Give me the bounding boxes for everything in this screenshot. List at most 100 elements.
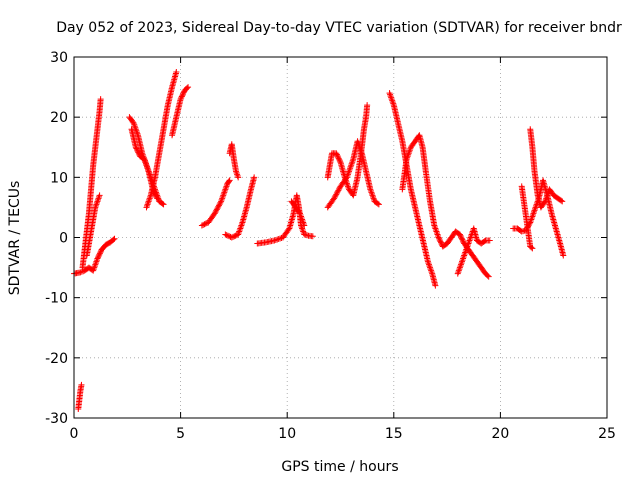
data-point (485, 273, 492, 280)
data-point (459, 258, 466, 265)
data-point (428, 269, 435, 276)
data-point (432, 282, 439, 289)
data-point (331, 194, 338, 201)
data-point (180, 89, 187, 96)
data-point (342, 175, 349, 182)
data-point (153, 194, 160, 201)
data-point (431, 222, 438, 229)
data-point (183, 85, 190, 92)
data-points (71, 69, 567, 412)
data-point (530, 208, 537, 215)
data-point (144, 163, 151, 170)
data-point (234, 171, 241, 178)
data-point (456, 231, 463, 238)
data-point (484, 272, 491, 279)
data-point (93, 201, 100, 208)
data-point (426, 263, 433, 270)
data-point (144, 165, 151, 172)
data-point (90, 266, 97, 273)
data-point (334, 188, 341, 195)
data-point (530, 210, 537, 217)
data-point (129, 118, 136, 125)
data-point (406, 148, 413, 155)
data-point (348, 162, 355, 169)
data-point (134, 146, 141, 153)
data-point (96, 192, 103, 199)
x-tick-label: 15 (385, 426, 403, 442)
data-point (179, 92, 186, 99)
data-point (436, 237, 443, 244)
data-point (331, 195, 338, 202)
data-point (458, 234, 465, 241)
data-point (370, 193, 377, 200)
data-point (160, 201, 167, 208)
data-point (201, 221, 208, 228)
data-point (211, 210, 218, 217)
data-point (336, 158, 343, 165)
data-point (96, 193, 103, 200)
data-point (226, 177, 233, 184)
data-point (219, 193, 226, 200)
data-point (436, 235, 443, 242)
data-point (432, 225, 439, 232)
data-point (222, 184, 229, 191)
y-tick-label: -10 (45, 291, 68, 307)
data-point (95, 195, 102, 202)
data-point (237, 225, 244, 232)
data-point (334, 152, 341, 159)
data-point (369, 192, 376, 199)
data-point (236, 226, 243, 233)
data-point (234, 172, 241, 179)
data-point (135, 150, 142, 157)
data-point (251, 174, 258, 181)
data-point (335, 187, 342, 194)
data-point (368, 190, 375, 197)
data-point (226, 233, 233, 240)
data-point (459, 236, 466, 243)
data-point (216, 201, 223, 208)
data-point (217, 199, 224, 206)
data-point (389, 97, 396, 104)
data-point (460, 254, 467, 261)
tick-layer: 0 5 10 15 20 25 -30 -20 -10 0 10 20 30 (45, 50, 616, 442)
data-point (458, 235, 465, 242)
data-point (92, 202, 99, 209)
data-point (454, 270, 461, 277)
data-point (332, 192, 339, 199)
data-point (433, 228, 440, 235)
data-point (213, 207, 220, 214)
data-point (374, 200, 381, 207)
data-point (96, 250, 103, 257)
data-point (405, 150, 412, 157)
data-point (97, 249, 104, 256)
data-point (333, 191, 340, 198)
data-point (77, 269, 84, 276)
data-point (92, 204, 99, 211)
data-point (375, 201, 382, 208)
data-point (94, 255, 101, 262)
data-point (144, 201, 151, 208)
data-point (367, 187, 374, 194)
data-point (272, 237, 279, 244)
data-point (143, 204, 150, 211)
data-point (335, 154, 342, 161)
data-point (96, 251, 103, 258)
data-point (460, 255, 467, 262)
data-point (143, 162, 150, 169)
data-point (152, 191, 159, 198)
data-point (237, 223, 244, 230)
data-point (147, 193, 154, 200)
data-point (425, 260, 432, 267)
data-point (202, 220, 209, 227)
data-point (110, 236, 117, 243)
data-point (336, 156, 343, 163)
data-point (215, 203, 222, 210)
data-point (134, 148, 141, 155)
data-point (427, 264, 434, 271)
data-point (224, 232, 231, 239)
data-point (95, 252, 102, 259)
data-point (235, 174, 242, 181)
data-point (364, 102, 371, 109)
data-point (146, 196, 153, 203)
data-point (335, 155, 342, 162)
